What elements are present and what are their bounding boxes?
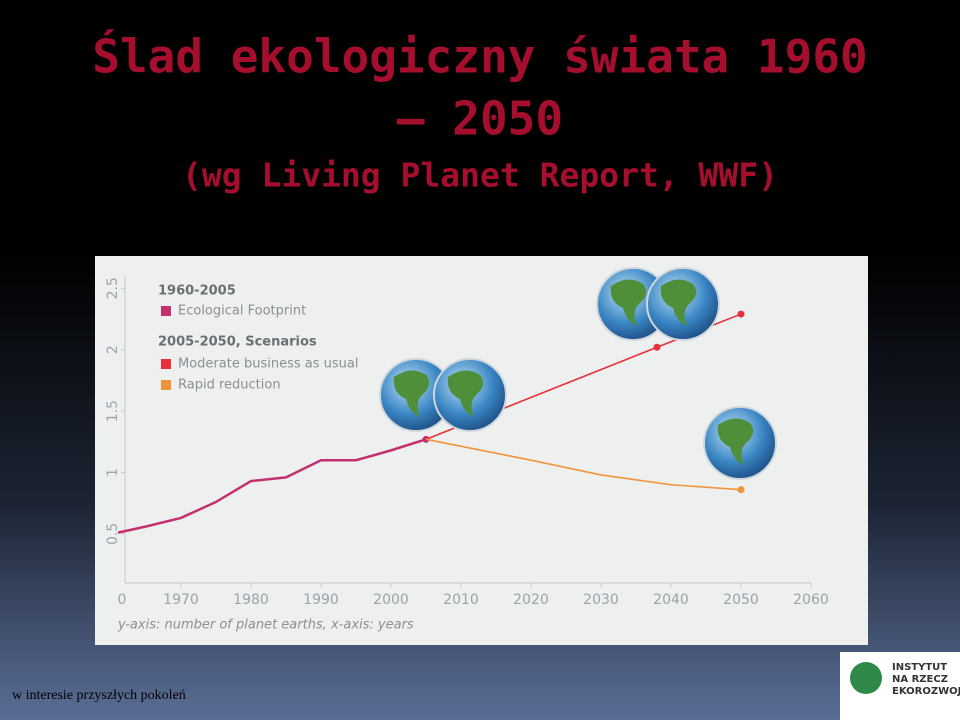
- subtitle: (wg Living Planet Report, WWF): [182, 156, 778, 195]
- logo-text: EKOROZWOJU: [892, 686, 960, 697]
- y-tick-label: 2: [105, 345, 121, 354]
- x-tick-label: 1970: [163, 592, 199, 608]
- globe-icon: [703, 406, 777, 480]
- x-tick-label: 2050: [723, 592, 759, 608]
- x-tick-label: 2030: [583, 592, 619, 608]
- y-tick-label: 1.5: [105, 400, 121, 422]
- legend-label: Rapid reduction: [178, 378, 281, 393]
- legend-swatch: [161, 359, 171, 369]
- chart: 0 0.5 1 1.5 2 2.5 1970 1980 1990 2000 2010 2020 2030…: [105, 276, 829, 633]
- x-tick-label: 2010: [443, 592, 479, 608]
- globe-icon: [646, 267, 720, 341]
- series-line: [425, 438, 742, 491]
- legend-heading: 2005-2050, Scenarios: [158, 335, 317, 350]
- series-line: [117, 438, 427, 534]
- point: [737, 486, 745, 494]
- legend-swatch: [161, 380, 171, 390]
- globe-icon: [433, 358, 507, 432]
- point: [653, 343, 661, 351]
- origin-label: 0: [118, 592, 127, 608]
- legend-heading: 1960-2005: [158, 284, 236, 299]
- footer: w interesie przyszłych pokoleń: [12, 688, 186, 703]
- x-tick-label: 1980: [233, 592, 269, 608]
- title: Ślad ekologiczny świata 1960: [92, 30, 867, 84]
- logo-text: INSTYTUT: [892, 662, 947, 673]
- x-tick-label: 2040: [653, 592, 689, 608]
- point: [737, 310, 745, 318]
- title: – 2050: [397, 92, 563, 146]
- x-tick-label: 1990: [303, 592, 339, 608]
- legend-swatch: [161, 306, 171, 316]
- x-tick-label: 2020: [513, 592, 549, 608]
- legend-label: Ecological Footprint: [178, 304, 306, 319]
- caption: y-axis: number of planet earths, x-axis:…: [117, 618, 414, 633]
- x-tick-label: 2000: [373, 592, 409, 608]
- logo-text: NA RZECZ: [892, 674, 948, 685]
- y-tick-label: 2.5: [105, 277, 121, 299]
- y-tick-label: 1: [105, 468, 121, 477]
- y-tick-label: 0.5: [105, 523, 121, 545]
- logo-icon: [850, 662, 882, 694]
- legend-label: Moderate business as usual: [178, 357, 358, 372]
- x-tick-label: 2060: [793, 592, 829, 608]
